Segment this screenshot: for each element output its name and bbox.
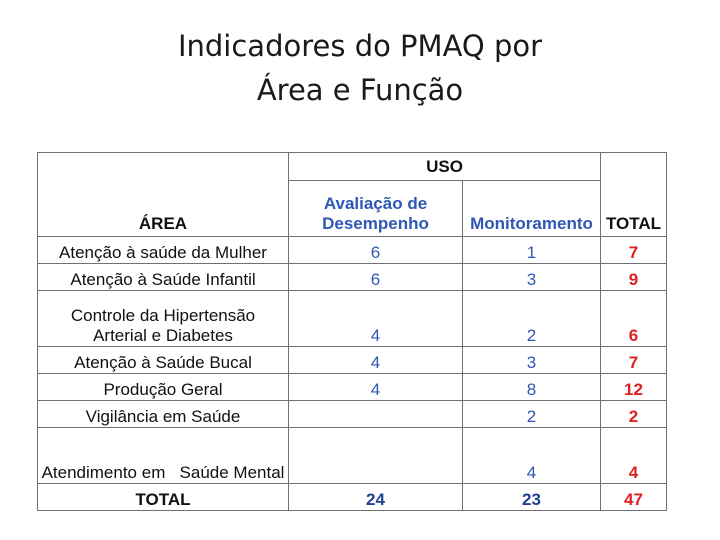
row-area: Vigilância em Saúde	[37, 400, 289, 428]
row-area: Atenção à Saúde Infantil	[37, 263, 289, 291]
totals-total: 47	[600, 483, 667, 511]
row-total: 2	[600, 400, 667, 428]
row-monitoramento: 2	[462, 400, 601, 428]
row-area: Atendimento em Saúde Mental	[37, 427, 289, 484]
row-avaliacao: 6	[288, 236, 463, 264]
header-avaliacao-desempenho: Avaliação de Desempenho	[288, 180, 463, 237]
row-total: 4	[600, 427, 667, 484]
row-avaliacao	[288, 400, 463, 428]
slide-title: Indicadores do PMAQ por Área e Função	[0, 24, 720, 112]
pmaq-indicators-table: ÁREA USO TOTAL Avaliação de Desempenho M…	[37, 152, 667, 511]
row-total: 6	[600, 290, 667, 347]
row-total: 9	[600, 263, 667, 291]
table-row: Produção Geral 4 8 12	[37, 373, 667, 401]
row-monitoramento: 3	[462, 263, 601, 291]
totals-label: TOTAL	[37, 483, 289, 511]
row-total: 12	[600, 373, 667, 401]
title-line-1: Indicadores do PMAQ por	[177, 29, 543, 63]
row-monitoramento: 2	[462, 290, 601, 347]
row-total: 7	[600, 346, 667, 374]
row-monitoramento: 1	[462, 236, 601, 264]
row-monitoramento: 4	[462, 427, 601, 484]
totals-monitoramento: 23	[462, 483, 601, 511]
totals-avaliacao: 24	[288, 483, 463, 511]
row-monitoramento: 8	[462, 373, 601, 401]
table-row: Atendimento em Saúde Mental 4 4	[37, 427, 667, 484]
row-avaliacao: 4	[288, 290, 463, 347]
header-total: TOTAL	[600, 152, 667, 237]
row-area: Atenção à Saúde Bucal	[37, 346, 289, 374]
header-monitoramento: Monitoramento	[462, 180, 601, 237]
table-row: Vigilância em Saúde 2 2	[37, 400, 667, 428]
row-avaliacao: 4	[288, 373, 463, 401]
totals-row: TOTAL 24 23 47	[37, 483, 667, 511]
row-area: Produção Geral	[37, 373, 289, 401]
title-line-2: Área e Função	[256, 73, 464, 107]
table-row: Atenção à saúde da Mulher 6 1 7	[37, 236, 667, 264]
row-avaliacao: 6	[288, 263, 463, 291]
header-uso: USO	[288, 152, 601, 181]
table-row: Atenção à Saúde Infantil 6 3 9	[37, 263, 667, 291]
header-area: ÁREA	[37, 152, 289, 237]
row-area: Atenção à saúde da Mulher	[37, 236, 289, 264]
row-total: 7	[600, 236, 667, 264]
table-row: Atenção à Saúde Bucal 4 3 7	[37, 346, 667, 374]
row-monitoramento: 3	[462, 346, 601, 374]
row-avaliacao	[288, 427, 463, 484]
table-row: Controle da Hipertensão Arterial e Diabe…	[37, 290, 667, 347]
row-area: Controle da Hipertensão Arterial e Diabe…	[37, 290, 289, 347]
row-avaliacao: 4	[288, 346, 463, 374]
